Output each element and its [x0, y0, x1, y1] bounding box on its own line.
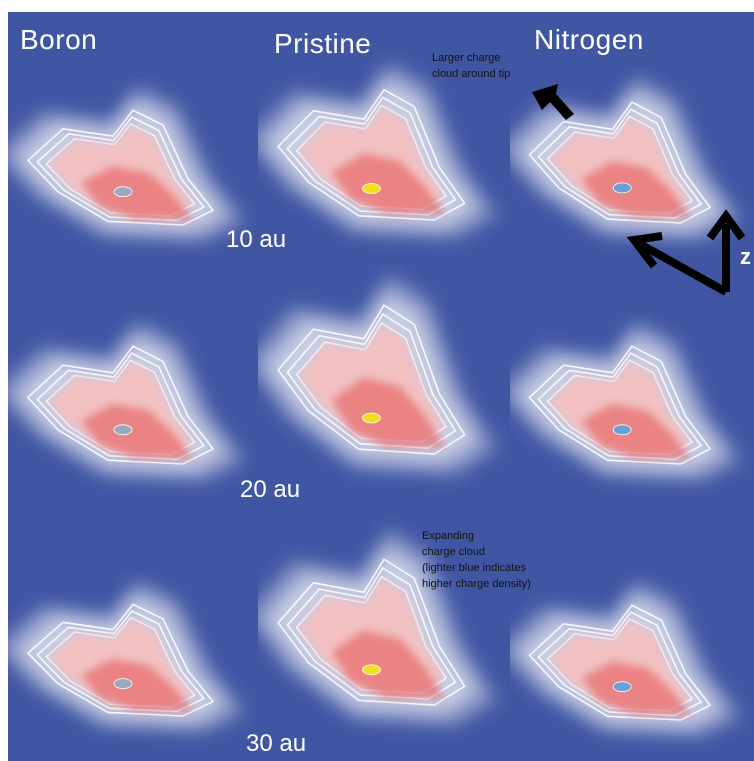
row-label-30au: 30 au	[246, 730, 307, 757]
column-title-nitrogen: Nitrogen	[534, 24, 644, 55]
axis-arrows-icon	[626, 209, 746, 296]
annotation-expanding-line4: higher charge density)	[422, 578, 531, 590]
annotation-expanding: Expanding charge cloud (lighter blue ind…	[422, 528, 612, 592]
cloud-core	[331, 377, 446, 447]
panel-pristine-30au	[258, 517, 510, 752]
annotation-expanding-line2: charge cloud	[422, 546, 485, 558]
charge-cloud-render	[510, 321, 742, 481]
cloud-contour	[277, 88, 466, 221]
boron-atom	[113, 186, 133, 198]
panel-boron-30au	[8, 572, 258, 752]
panel-nitrogen-10au	[510, 67, 754, 262]
panel-nitrogen-20au	[510, 312, 754, 502]
cloud-contour	[528, 101, 712, 224]
column-title-pristine: Pristine	[274, 28, 372, 59]
panel-pristine-10au	[258, 52, 510, 262]
cloud-contour	[295, 104, 448, 211]
annotation-expanding-line3: (lighter blue indicates	[422, 562, 526, 574]
cloud-core	[81, 403, 194, 459]
axis-z-label: z	[740, 244, 751, 269]
cloud-contour	[36, 352, 206, 461]
cloud-contour	[45, 616, 196, 708]
cloud-core	[81, 166, 194, 220]
charge-cloud-render	[258, 62, 498, 239]
charge-cloud-render	[8, 581, 246, 732]
annotation-expanding-line1: Expanding	[422, 530, 474, 542]
nitrogen-atom	[612, 424, 632, 436]
cloud-contour	[537, 611, 703, 717]
cloud-contour	[45, 122, 196, 217]
cloud-contour	[528, 345, 712, 465]
cloud-core	[331, 630, 446, 699]
charge-cloud-render	[8, 86, 246, 242]
cloud-contour	[45, 359, 196, 456]
charge-cloud-render	[258, 528, 498, 726]
charge-cloud-render	[510, 581, 742, 737]
cloud-contour	[546, 617, 694, 712]
cloud-contour	[546, 359, 694, 456]
row-label-20au: 20 au	[240, 476, 301, 503]
cloud-contour	[277, 558, 466, 706]
pristine-atom	[362, 183, 381, 194]
charge-cloud-render	[8, 321, 246, 481]
panel-nitrogen-30au	[510, 572, 754, 757]
cloud-contour	[36, 116, 206, 222]
panel-boron-20au	[8, 312, 258, 502]
charge-cloud-render	[510, 76, 742, 241]
nitrogen-atom	[612, 182, 632, 194]
tip-pointer-arrow-icon	[532, 84, 574, 120]
cloud-contour	[26, 345, 215, 465]
cloud-contour	[295, 321, 448, 443]
cloud-contour	[286, 312, 457, 449]
cloud-contour	[277, 304, 466, 455]
cloud-contour	[546, 115, 694, 215]
row-label-10au: 10 au	[226, 226, 287, 253]
cloud-core	[581, 661, 692, 715]
annotation-tip-line1: Larger charge	[432, 52, 501, 64]
cloud-contour	[528, 604, 712, 721]
cloud-core	[331, 153, 446, 214]
charge-cloud-render	[258, 274, 498, 475]
cloud-core	[581, 403, 692, 459]
column-title-boron: Boron	[20, 24, 98, 55]
annotation-tip-line2: cloud around tip	[432, 68, 511, 80]
annotation-tip: Larger charge cloud around tip	[432, 50, 582, 82]
cloud-contour	[286, 96, 457, 216]
nitrogen-atom	[612, 681, 632, 693]
cloud-contour	[286, 566, 457, 700]
cloud-core	[581, 161, 692, 218]
cloud-contour	[537, 352, 703, 461]
cloud-core	[81, 658, 194, 711]
cloud-contour	[36, 610, 206, 713]
cloud-contour	[295, 575, 448, 695]
cloud-contour	[537, 108, 703, 219]
pristine-atom	[362, 412, 381, 424]
panel-pristine-20au	[258, 262, 510, 502]
boron-atom	[113, 678, 133, 689]
cloud-contour	[26, 109, 215, 226]
cloud-contour	[26, 603, 215, 717]
panel-boron-10au	[8, 77, 258, 262]
boron-atom	[113, 424, 133, 436]
pristine-atom	[362, 664, 381, 676]
charge-cloud-figure: Boron Pristine Nitrogen 10 au 20 au 30 a…	[8, 12, 754, 761]
